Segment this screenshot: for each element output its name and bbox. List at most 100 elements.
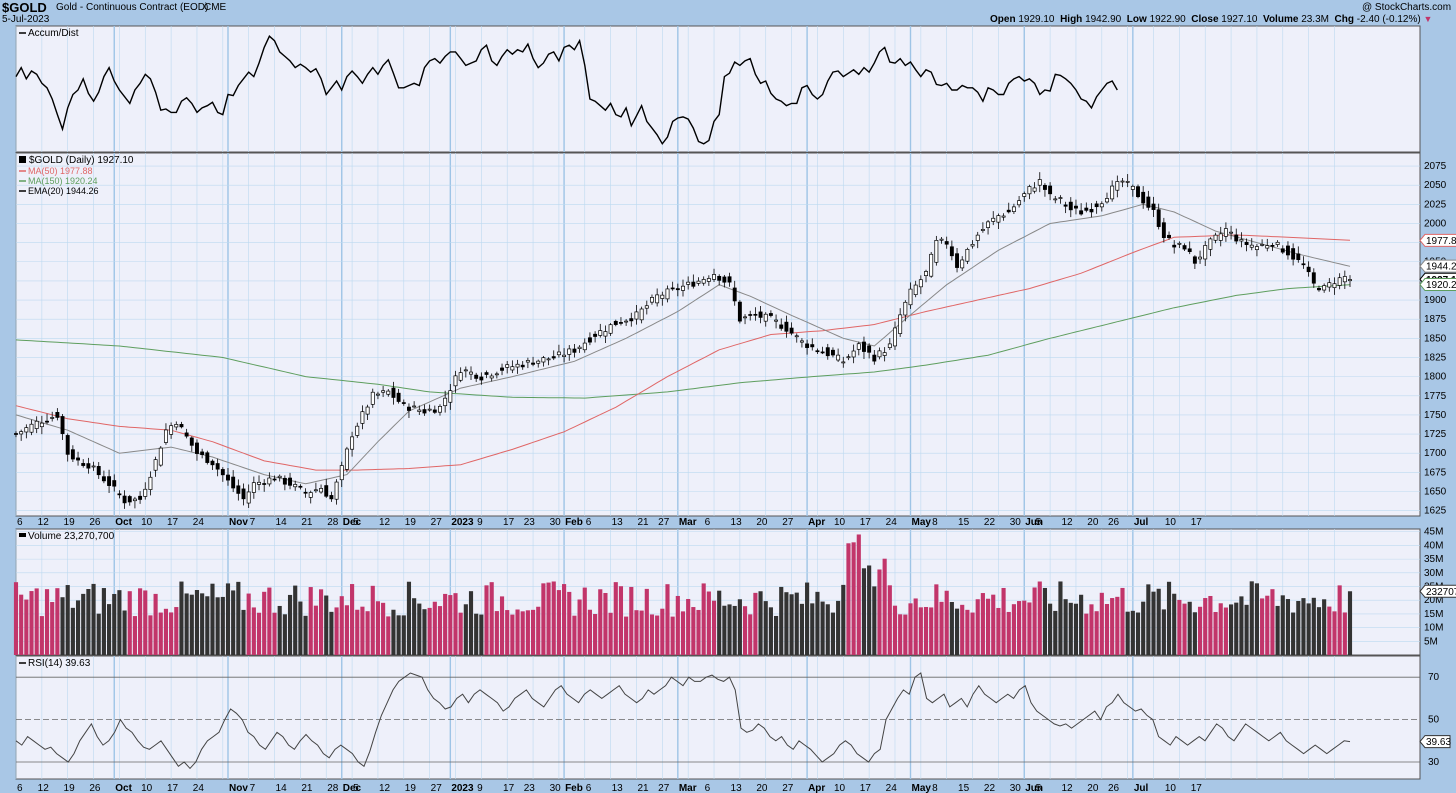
candle-body bbox=[1286, 245, 1290, 256]
x-axis-label: 10 bbox=[834, 517, 846, 528]
candle-body bbox=[1177, 242, 1182, 245]
volume-bar bbox=[189, 594, 194, 655]
volume-bar bbox=[262, 591, 267, 655]
volume-bar bbox=[1234, 602, 1239, 655]
volume-bar bbox=[499, 596, 505, 655]
candle-body bbox=[955, 253, 959, 268]
volume-bar bbox=[1332, 611, 1337, 655]
x-axis-label-bottom: Oct bbox=[115, 783, 132, 793]
x-axis-label-bottom: May bbox=[912, 783, 932, 793]
volume-bar bbox=[934, 584, 939, 655]
price-right-label: 1944.26 bbox=[1419, 259, 1456, 273]
volume-bar bbox=[587, 609, 592, 655]
candle-body bbox=[215, 463, 220, 470]
price-right-label-text: 1944.26 bbox=[1426, 262, 1456, 273]
x-axis-label-bottom: 17 bbox=[860, 783, 872, 793]
candle-body bbox=[484, 372, 489, 375]
rsi-tick-label: 30 bbox=[1428, 757, 1440, 768]
candle-body bbox=[841, 361, 846, 364]
candle-body bbox=[29, 423, 34, 433]
close-label: Close bbox=[1191, 14, 1219, 25]
candle-body bbox=[282, 477, 287, 485]
volume-bar bbox=[1120, 587, 1125, 655]
volume-bar bbox=[525, 610, 530, 655]
candle-body bbox=[401, 402, 406, 404]
volume-bar bbox=[313, 605, 318, 655]
volume-bar bbox=[892, 605, 898, 655]
volume-bar bbox=[55, 588, 60, 655]
x-axis-label-bottom: 21 bbox=[637, 783, 649, 793]
volume-bar bbox=[1347, 591, 1353, 655]
candle-body bbox=[1187, 248, 1192, 252]
ema20-legend: EMA(20) 1944.26 bbox=[28, 186, 99, 196]
x-axis-label-bottom: 19 bbox=[405, 783, 417, 793]
candle-body bbox=[195, 442, 199, 454]
candle-body bbox=[753, 313, 758, 316]
volume-bar bbox=[1166, 581, 1172, 655]
x-axis-label: 8 bbox=[932, 517, 938, 528]
candle-body bbox=[1291, 248, 1296, 260]
x-axis-label-bottom: 20 bbox=[756, 783, 768, 793]
candle-body bbox=[1270, 244, 1275, 247]
candle-body bbox=[748, 314, 753, 316]
x-axis-label: 9 bbox=[477, 517, 483, 528]
volume-bar bbox=[370, 585, 375, 655]
candle-body bbox=[163, 429, 168, 443]
volume-bar bbox=[19, 594, 24, 655]
candle-body bbox=[1223, 228, 1228, 237]
candle-body bbox=[913, 284, 918, 295]
candle-body bbox=[712, 274, 716, 280]
volume-bar bbox=[329, 611, 334, 655]
candle-body bbox=[629, 318, 634, 322]
volume-bar bbox=[422, 609, 427, 655]
x-axis-label-bottom: Nov bbox=[229, 783, 248, 793]
candle-body bbox=[489, 375, 494, 379]
x-axis-label: 6 bbox=[586, 517, 592, 528]
volume-bar bbox=[753, 592, 758, 655]
x-axis-label-bottom: 5 bbox=[1036, 783, 1042, 793]
x-axis-label: 27 bbox=[658, 517, 670, 528]
candle-body bbox=[650, 297, 654, 303]
x-axis-label-bottom: 19 bbox=[64, 783, 76, 793]
candle-body bbox=[344, 448, 349, 470]
volume-bar bbox=[701, 583, 706, 655]
candle-body bbox=[143, 488, 148, 497]
volume-bar bbox=[70, 607, 75, 655]
price-tick-label: 1825 bbox=[1424, 352, 1447, 363]
candle-body bbox=[500, 367, 504, 371]
candle-body bbox=[1260, 244, 1265, 246]
volume-bar bbox=[1254, 583, 1259, 655]
low-label: Low bbox=[1126, 14, 1147, 25]
candle-body bbox=[903, 301, 908, 316]
candle-body bbox=[107, 476, 112, 486]
volume-right-label-text: 23270700 bbox=[1426, 587, 1456, 598]
x-axis-label: 26 bbox=[89, 517, 101, 528]
volume-bar bbox=[593, 614, 598, 655]
candle-body bbox=[768, 313, 773, 316]
candle-body bbox=[313, 489, 318, 492]
x-axis-label: Oct bbox=[115, 517, 132, 528]
volume-bar bbox=[1006, 611, 1011, 655]
x-axis-label-bottom: Jul bbox=[1134, 783, 1149, 793]
volume-bar bbox=[484, 585, 489, 655]
candle-body bbox=[784, 321, 789, 332]
candle-body bbox=[1099, 203, 1104, 208]
volume-bar bbox=[303, 615, 308, 655]
volume-bar bbox=[44, 589, 50, 655]
volume-bar bbox=[763, 601, 768, 655]
x-axis-label-bottom: 20 bbox=[1087, 783, 1099, 793]
x-axis-label: 19 bbox=[405, 517, 417, 528]
volume-bar bbox=[887, 585, 892, 655]
volume-bar bbox=[107, 604, 112, 655]
candle-body bbox=[675, 288, 680, 291]
x-axis-label: 5 bbox=[1036, 517, 1042, 528]
price-tick-label: 1750 bbox=[1424, 410, 1447, 421]
volume-bar bbox=[163, 608, 169, 655]
volume-bar bbox=[515, 609, 520, 655]
candle-body bbox=[1167, 234, 1171, 239]
volume-bar bbox=[1042, 587, 1048, 655]
volume-bar bbox=[1213, 611, 1218, 655]
volume-bar bbox=[1130, 610, 1135, 655]
volume-bar bbox=[65, 585, 70, 655]
volume-bar bbox=[551, 581, 556, 655]
